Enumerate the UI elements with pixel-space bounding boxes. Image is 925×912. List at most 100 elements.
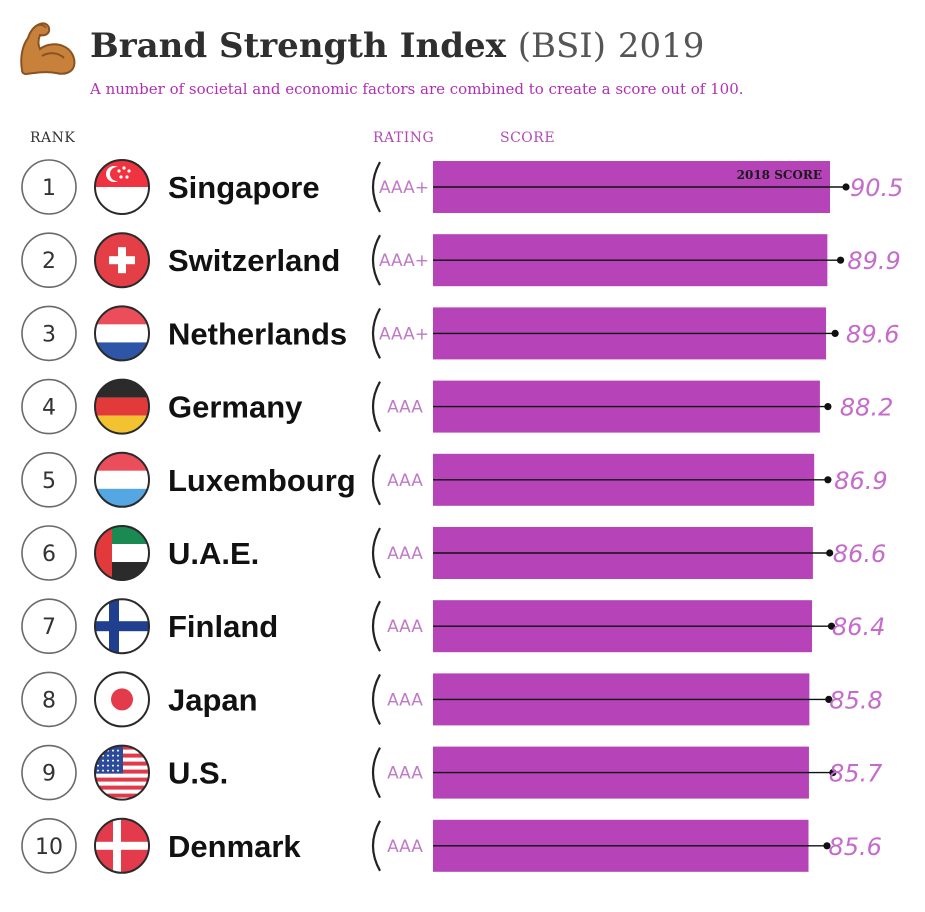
rank-label: 3 (42, 322, 56, 347)
country-label: Denmark (168, 829, 301, 864)
rating-label: AAA+ (379, 251, 429, 271)
chart-header: Brand Strength Index (BSI) 2019 A number… (16, 18, 906, 108)
score-value-label: 86.6 (833, 540, 886, 568)
title-main: Brand Strength Index (90, 26, 506, 66)
country-label: Netherlands (168, 316, 347, 351)
rating-label: AAA (387, 837, 423, 857)
denmark-flag-icon (94, 817, 150, 874)
chart-title: Brand Strength Index (BSI) 2019 (90, 26, 704, 66)
score-value-label: 85.6 (829, 833, 882, 861)
score-value-label: 86.4 (832, 613, 885, 641)
rating-label: AAA (387, 471, 423, 491)
chart-row: 7 Finland AAA 86.4 (21, 598, 885, 655)
rank-label: 2 (42, 249, 56, 274)
country-label: Switzerland (168, 243, 340, 278)
rank-badge (21, 744, 77, 801)
chart-row: 10 Denmark AAA 85.6 (21, 817, 882, 874)
rating-label: AAA (387, 398, 423, 418)
rank-label: 1 (42, 176, 56, 201)
title-abbreviation: (BSI) (517, 26, 606, 66)
rank-badge (21, 159, 77, 215)
chart-row: 6 U.A.E. AAA 86.6 (21, 525, 886, 581)
prior-score-dot (825, 695, 833, 704)
chart-row: 8 Japan AAA 85.8 (21, 671, 883, 728)
rating-bracket (371, 234, 381, 286)
country-label: U.A.E. (168, 536, 259, 571)
rating-bracket (371, 161, 381, 213)
score-column-header: SCORE (500, 130, 556, 146)
score-value-label: 88.2 (840, 394, 893, 422)
country-label: Singapore (168, 170, 320, 205)
score-value-label: 89.9 (847, 247, 900, 275)
rank-label: 4 (42, 396, 56, 421)
prior-score-dot (824, 476, 832, 484)
rank-badge (21, 671, 77, 728)
rank-label: 6 (42, 542, 56, 567)
prior-score-dot (824, 403, 832, 411)
rank-badge (21, 817, 77, 874)
prior-score-dot (829, 769, 837, 777)
prior-score-dot (823, 842, 831, 850)
luxembourg-flag-icon (94, 451, 150, 508)
singapore-flag-icon (94, 159, 150, 215)
rating-label: AAA (387, 544, 423, 564)
chart-row: 2 Switzerland AAA+ 89.9 (21, 232, 901, 289)
score-value-label: 85.7 (829, 760, 883, 788)
uae-flag-icon (94, 525, 150, 581)
rank-badge (21, 525, 77, 581)
chart-rows: 1 Singapore AAA+ 90.5 2018 SCORE 2 Switzerland… (21, 159, 903, 874)
rank-badge (21, 378, 77, 435)
prior-score-dot (842, 183, 850, 191)
score-value-label: 85.8 (829, 686, 882, 714)
germany-flag-icon (94, 378, 150, 435)
prior-score-dot (827, 622, 836, 630)
rating-label: AAA+ (379, 178, 429, 198)
chart-subtitle: A number of societal and economic factor… (90, 80, 744, 98)
chart-row: 3 Netherlands AAA+ 89.6 (21, 305, 899, 362)
switzerland-flag-icon (94, 232, 150, 289)
rank-label: 7 (42, 615, 56, 640)
rank-label: 8 (42, 688, 56, 713)
rating-bracket (371, 454, 381, 506)
rank-badge (21, 451, 77, 508)
prior-score-dot (836, 256, 845, 264)
rank-column-header: RANK (30, 130, 76, 146)
country-label: Japan (168, 682, 258, 717)
prior-score-dot (826, 549, 834, 557)
rating-bracket (371, 381, 381, 433)
rating-label: AAA (387, 764, 423, 784)
us-flag-icon (94, 744, 150, 801)
rank-badge (21, 232, 77, 289)
rank-label: 10 (35, 835, 63, 860)
rating-bracket (371, 820, 381, 872)
chart-row: 9 U.S. AAA 85.7 (21, 744, 883, 801)
chart-row: 4 Germany AAA 88.2 (21, 378, 893, 435)
country-label: U.S. (168, 756, 228, 791)
chart-row: 1 Singapore AAA+ 90.5 2018 SCORE (21, 159, 903, 215)
rating-bracket (371, 673, 381, 725)
title-year: 2019 (617, 26, 705, 66)
rating-column-header: RATING (373, 130, 435, 146)
rating-label: AAA (387, 690, 423, 710)
rank-label: 9 (42, 762, 56, 787)
rating-label: AAA (387, 617, 423, 637)
rating-bracket (371, 747, 381, 799)
rating-bracket (371, 307, 381, 359)
chart-row: 5 Luxembourg AAA 86.9 (21, 451, 888, 508)
score-value-label: 86.9 (834, 467, 887, 495)
country-label: Luxembourg (168, 463, 356, 498)
japan-flag-icon (94, 671, 150, 728)
score-value-label: 89.6 (846, 320, 899, 348)
rank-badge (21, 598, 77, 655)
finland-flag-icon (94, 598, 150, 655)
rating-label: AAA+ (379, 324, 429, 344)
country-label: Germany (168, 390, 303, 425)
rating-bracket (371, 600, 381, 652)
prior-score-legend-label: 2018 SCORE (737, 168, 822, 182)
prior-score-dot (831, 329, 839, 337)
rank-badge (21, 305, 77, 362)
country-label: Finland (168, 609, 278, 644)
rating-bracket (371, 527, 381, 579)
netherlands-flag-icon (94, 305, 150, 362)
